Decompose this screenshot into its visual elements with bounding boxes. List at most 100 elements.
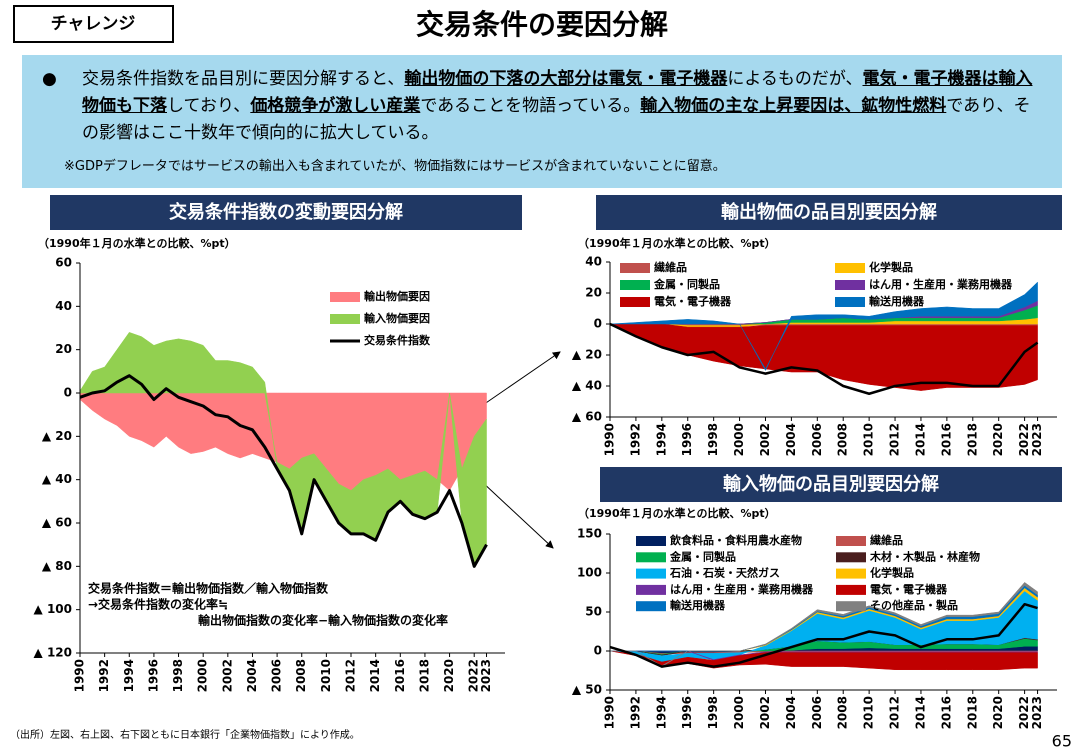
- y-tick-label: 20: [585, 286, 602, 300]
- y-tick-label: ▲ 60: [572, 410, 602, 424]
- y-tick-label: 60: [55, 256, 72, 270]
- annotation: →交易条件指数の変化率≒: [88, 597, 228, 612]
- legend-label: はん用・生産用・業務用機器: [670, 582, 814, 596]
- text: 交易条件指数を品目別に要因分解すると、: [82, 69, 405, 89]
- annotation: 交易条件指数＝輸出物価指数／輸入物価指数: [88, 581, 329, 596]
- x-tick-label: 2014: [913, 696, 927, 729]
- y-tick-label: ▲ 120: [34, 646, 72, 660]
- x-tick-label: 2018: [417, 659, 431, 692]
- legend-label: 繊維品: [654, 260, 687, 274]
- legend-swatch: [636, 568, 666, 579]
- area: [610, 300, 1038, 325]
- legend-label: はん用・生産用・業務用機器: [869, 277, 1013, 291]
- y-tick-label: ▲ 20: [572, 348, 602, 362]
- x-tick-label: 2000: [196, 659, 210, 692]
- x-tick-label: 1998: [171, 659, 185, 692]
- legend-label: 木材・木製品・林産物: [869, 549, 980, 563]
- x-tick-label: 2018: [965, 696, 979, 729]
- x-tick-label: 1992: [628, 423, 642, 456]
- legend-swatch: [330, 314, 360, 324]
- legend-swatch: [636, 601, 666, 612]
- source: （出所）左図、右上図、右下図ともに日本銀行「企業物価指数」により作成。: [10, 728, 360, 741]
- x-tick-label: 2012: [888, 423, 902, 456]
- arrow: [479, 479, 554, 549]
- panel-header: [50, 195, 522, 230]
- panel-header: [600, 467, 1062, 502]
- legend-label: 輸入物価要因: [364, 311, 430, 325]
- emphasis: 輸出物価の下落の大部分は電気・電子機器: [404, 69, 728, 89]
- legend-label: 輸送用機器: [670, 598, 726, 612]
- x-tick-label: 1996: [680, 423, 694, 456]
- x-tick-label: 1996: [680, 696, 694, 729]
- x-tick-label: 2002: [758, 696, 772, 729]
- text: によるものだが、: [727, 69, 863, 89]
- x-tick-label: 2020: [991, 423, 1005, 456]
- legend-label: 飲食料品・食料用農水産物: [669, 533, 802, 547]
- legend-label: 電気・電子機器: [654, 294, 732, 308]
- chart-title: 輸出物価の品目別要因分解: [721, 201, 937, 223]
- x-tick-label: 2002: [758, 423, 772, 456]
- x-tick-label: 2020: [991, 696, 1005, 729]
- x-tick-label: 2023: [479, 659, 493, 692]
- unit-label: （1990年１月の水準との比較、%pt）: [578, 236, 776, 250]
- panel-header: [596, 195, 1062, 230]
- x-tick-label: 2012: [888, 696, 902, 729]
- legend-label: その他産品・製品: [870, 598, 958, 612]
- annotation: 輸出物価指数の変化率−輸入物価指数の変化率: [198, 613, 448, 628]
- chart-title: 輸入物価の品目別要因分解: [723, 473, 939, 495]
- y-tick-label: 20: [55, 342, 72, 356]
- x-tick-label: 2014: [913, 423, 927, 456]
- legend-swatch: [620, 263, 650, 273]
- x-tick-label: 2016: [939, 696, 953, 729]
- area: [609, 281, 1038, 372]
- y-tick-label: ▲ 60: [42, 516, 72, 530]
- x-tick-label: 2020: [442, 659, 456, 692]
- tag: チャレンジ: [51, 14, 136, 34]
- x-tick-label: 2016: [393, 659, 407, 692]
- x-tick-label: 2022: [1017, 423, 1031, 456]
- x-tick-label: 2010: [862, 423, 876, 456]
- legend-label: 化学製品: [870, 566, 914, 580]
- y-tick-label: 150: [577, 527, 602, 541]
- emphasis: 輸入物価の主な上昇要因は、鉱物性燃料: [640, 96, 947, 116]
- legend-swatch: [836, 552, 866, 563]
- text: であり、その影響はここ十数年で傾向的に拡大している。: [82, 96, 1031, 143]
- chart-title: 交易条件指数の変動要因分解: [169, 201, 403, 223]
- y-tick-label: 50: [585, 605, 602, 619]
- legend-label: 電気・電子機器: [870, 582, 948, 596]
- x-tick-label: 2012: [344, 659, 358, 692]
- legend-swatch: [836, 584, 866, 595]
- y-tick-label: 0: [64, 386, 72, 400]
- legend-swatch: [836, 536, 866, 546]
- x-tick-label: 2010: [319, 659, 333, 692]
- area: [79, 332, 487, 567]
- page-number: 65: [1052, 732, 1072, 750]
- legend-swatch: [636, 584, 666, 595]
- x-tick-label: 1994: [122, 659, 136, 692]
- legend-label: 金属・同製品: [669, 549, 736, 563]
- x-tick-label: 2006: [810, 696, 824, 729]
- legend-swatch: [620, 280, 650, 290]
- emphasis: 価格競争が激しい産業: [250, 96, 421, 116]
- area: [610, 582, 1038, 667]
- legend-label: 化学製品: [869, 260, 913, 274]
- emphasis: 電気・電子機器は輸入物価も下落: [82, 69, 1033, 116]
- x-tick-label: 1992: [97, 659, 111, 692]
- x-tick-label: 1990: [603, 423, 617, 456]
- legend-swatch: [836, 601, 866, 612]
- unit-label: （1990年１月の水準との比較、%pt）: [578, 506, 776, 520]
- x-tick-label: 1990: [73, 659, 87, 692]
- legend-label: 交易条件指数: [364, 333, 431, 347]
- y-tick-label: ▲ 40: [42, 472, 72, 486]
- legend-swatch: [636, 536, 666, 546]
- x-tick-label: 2000: [732, 696, 746, 729]
- x-tick-label: 2006: [810, 423, 824, 456]
- legend-label: 輸送用機器: [869, 294, 925, 308]
- unit-label: （1990年１月の水準との比較、%pt）: [38, 236, 236, 250]
- x-tick-label: 2008: [294, 659, 308, 692]
- x-tick-label: 2022: [467, 659, 481, 692]
- x-tick-label: 2022: [1017, 696, 1031, 729]
- y-tick-label: ▲ 50: [572, 683, 602, 697]
- x-tick-label: 2016: [939, 423, 953, 456]
- line: [609, 602, 1038, 668]
